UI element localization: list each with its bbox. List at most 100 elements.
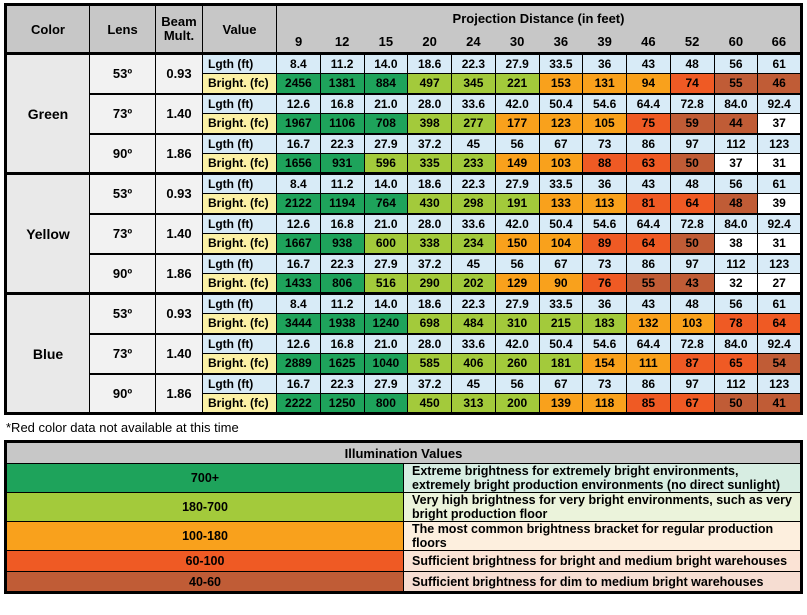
lgth-value-cell: 123: [757, 252, 802, 274]
lgth-value-cell: 22.3: [451, 52, 496, 74]
legend-row: 60-100 Sufficient brightness for bright a…: [5, 550, 802, 572]
distance-header-cell: 12: [320, 31, 364, 54]
bright-value-cell: 335: [407, 153, 452, 174]
row-label-lgth: Lgth (ft): [202, 292, 277, 314]
projection-table-body: Green 53º 0.93 Lgth (ft) 8.4 11.2 14.0 18.6 22.3…: [5, 52, 802, 414]
bright-value-cell: 931: [319, 153, 365, 174]
lgth-value-cell: 64.4: [626, 212, 671, 234]
legend-range-swatch: 700+: [5, 463, 404, 493]
lgth-value-cell: 8.4: [276, 172, 321, 194]
lgth-row: 73º 1.40 Lgth (ft) 12.6 16.8 21.0 28.0 33.6 42.0…: [6, 92, 802, 134]
distance-header-cell: 60: [714, 31, 758, 54]
bright-value-cell: 50: [713, 393, 759, 414]
bright-value-cell: 183: [582, 313, 627, 334]
bright-value-cell: 55: [713, 73, 759, 94]
lgth-value-cell: 33.6: [451, 332, 496, 354]
lgth-value-cell: 50.4: [538, 332, 584, 354]
lgth-value-cell: 45: [451, 252, 496, 274]
row-label-bright: Bright. (fc): [202, 233, 277, 254]
lgth-value-cell: 12.6: [276, 92, 321, 114]
lgth-value-cell: 61: [757, 292, 802, 314]
bright-value-cell: 1667: [276, 233, 321, 254]
lgth-value-cell: 72.8: [669, 332, 715, 354]
lgth-value-cell: 72.8: [669, 92, 715, 114]
lgth-value-cell: 61: [757, 52, 802, 74]
beam-mult-cell: 0.93: [155, 52, 203, 94]
lens-cell: 90º: [89, 132, 156, 174]
bright-value-cell: 139: [538, 393, 584, 414]
lgth-value-cell: 33.6: [451, 212, 496, 234]
lens-cell: 90º: [89, 252, 156, 294]
bright-value-cell: 1106: [319, 113, 365, 134]
lgth-value-cell: 42.0: [494, 332, 540, 354]
lgth-value-cell: 18.6: [407, 52, 452, 74]
lgth-row: 90º 1.86 Lgth (ft) 16.7 22.3 27.9 37.2 45 56 67 73…: [6, 372, 802, 414]
bright-value-cell: 430: [407, 193, 452, 214]
lgth-value-cell: 37.2: [407, 252, 452, 274]
lgth-value-cell: 33.5: [538, 52, 584, 74]
row-label-bright: Bright. (fc): [202, 113, 277, 134]
lgth-row: Green 53º 0.93 Lgth (ft) 8.4 11.2 14.0 18.6 22.3…: [5, 52, 802, 174]
bright-value-cell: 1194: [319, 193, 365, 214]
distance-header-cell: 30: [495, 31, 539, 54]
bright-value-cell: 54: [757, 353, 802, 374]
bright-value-cell: 133: [538, 193, 584, 214]
lgth-value-cell: 22.3: [319, 132, 365, 154]
bright-value-cell: 215: [538, 313, 584, 334]
lgth-value-cell: 22.3: [319, 372, 365, 394]
bright-value-cell: 65: [713, 353, 759, 374]
row-label-lgth: Lgth (ft): [202, 212, 277, 234]
row-label-bright: Bright. (fc): [202, 153, 277, 174]
lgth-value-cell: 14.0: [363, 52, 409, 74]
bright-value-cell: 44: [713, 113, 759, 134]
lgth-value-cell: 36: [582, 292, 627, 314]
bright-value-cell: 233: [451, 153, 496, 174]
bright-value-cell: 129: [494, 273, 540, 294]
lgth-value-cell: 16.7: [276, 132, 321, 154]
lgth-value-cell: 43: [626, 172, 671, 194]
row-label-bright: Bright. (fc): [202, 273, 277, 294]
bright-value-cell: 63: [626, 153, 671, 174]
lens-cell: 53º: [89, 292, 156, 334]
bright-row: Bright. (fc) 2222 1250 800 450 313 200 139 118 85…: [6, 393, 802, 414]
lgth-value-cell: 11.2: [319, 292, 365, 314]
bright-value-cell: 191: [494, 193, 540, 214]
lgth-value-cell: 45: [451, 132, 496, 154]
bright-value-cell: 118: [582, 393, 627, 414]
header-value: Value: [202, 4, 277, 54]
bright-value-cell: 149: [494, 153, 540, 174]
lgth-value-cell: 16.8: [319, 212, 365, 234]
beam-mult-cell: 1.86: [155, 372, 203, 414]
bright-value-cell: 938: [319, 233, 365, 254]
bright-row: Bright. (fc) 1433 806 516 290 202 129 90 76 55 43 3…: [6, 273, 802, 294]
bright-value-cell: 1625: [319, 353, 365, 374]
lgth-value-cell: 56: [713, 292, 759, 314]
lgth-row: 90º 1.86 Lgth (ft) 16.7 22.3 27.9 37.2 45 56 67 73…: [6, 252, 802, 294]
lens-cell: 53º: [89, 172, 156, 214]
lgth-value-cell: 48: [669, 52, 715, 74]
lgth-value-cell: 84.0: [713, 92, 759, 114]
legend-description: Sufficient brightness for bright and med…: [403, 550, 802, 572]
lgth-value-cell: 48: [669, 292, 715, 314]
bright-value-cell: 585: [407, 353, 452, 374]
lgth-row: 73º 1.40 Lgth (ft) 12.6 16.8 21.0 28.0 33.6 42.0…: [6, 212, 802, 254]
lgth-value-cell: 36: [582, 172, 627, 194]
bright-value-cell: 181: [538, 353, 584, 374]
lgth-value-cell: 54.6: [582, 92, 627, 114]
bright-value-cell: 85: [626, 393, 671, 414]
footnote: *Red color data not available at this ti…: [6, 420, 239, 435]
lens-cell: 73º: [89, 92, 156, 134]
bright-value-cell: 800: [363, 393, 409, 414]
lgth-value-cell: 112: [713, 372, 759, 394]
lgth-value-cell: 11.2: [319, 52, 365, 74]
beam-mult-cell: 1.40: [155, 92, 203, 134]
lgth-value-cell: 86: [626, 372, 671, 394]
bright-value-cell: 277: [451, 113, 496, 134]
lgth-value-cell: 112: [713, 132, 759, 154]
lgth-value-cell: 18.6: [407, 292, 452, 314]
lgth-value-cell: 97: [669, 372, 715, 394]
bright-value-cell: 150: [494, 233, 540, 254]
lgth-value-cell: 56: [494, 132, 540, 154]
bright-value-cell: 484: [451, 313, 496, 334]
lgth-value-cell: 28.0: [407, 332, 452, 354]
